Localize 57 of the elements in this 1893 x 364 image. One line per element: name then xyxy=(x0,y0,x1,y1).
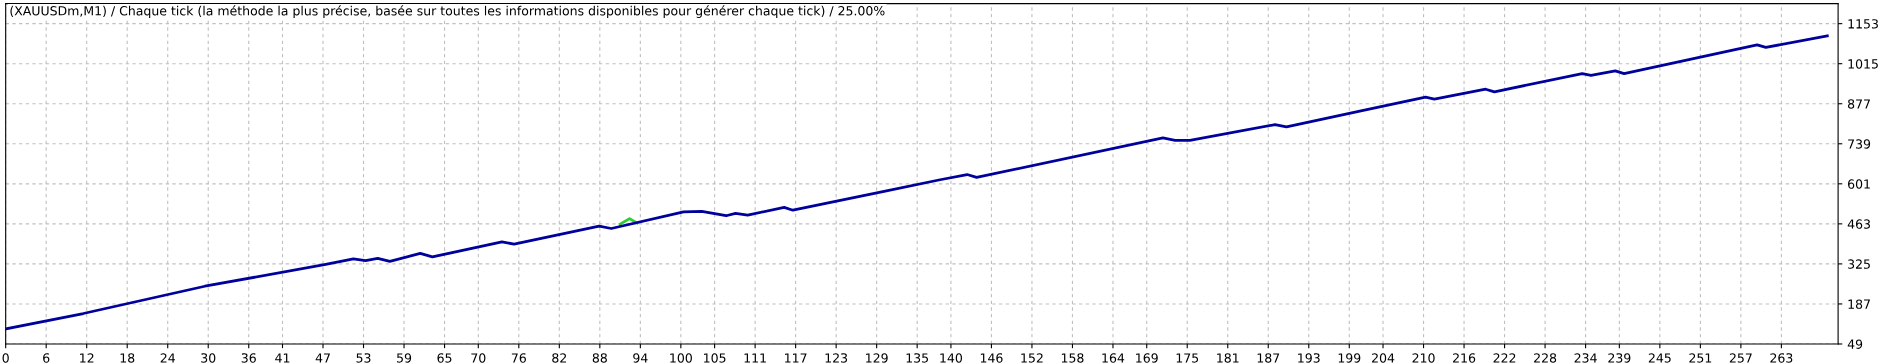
x-tick-label: 245 xyxy=(1648,353,1671,363)
x-tick-label: 30 xyxy=(201,353,216,363)
x-tick-label: 263 xyxy=(1770,353,1793,363)
x-tick-label: 210 xyxy=(1412,353,1435,363)
x-tick-label: 257 xyxy=(1729,353,1752,363)
y-tick-label: 877 xyxy=(1847,99,1870,109)
x-tick-label: 187 xyxy=(1257,353,1280,363)
x-tick-label: 76 xyxy=(511,353,526,363)
x-tick-label: 111 xyxy=(744,353,766,363)
x-tick-label: 135 xyxy=(906,353,928,363)
x-tick-label: 100 xyxy=(670,353,692,363)
x-tick-label: 199 xyxy=(1338,353,1361,363)
y-tick-label: 463 xyxy=(1847,219,1870,229)
x-tick-label: 146 xyxy=(980,353,1003,363)
x-tick-label: 12 xyxy=(80,353,94,363)
x-tick-label: 88 xyxy=(592,353,607,363)
x-tick-label: 251 xyxy=(1689,353,1712,363)
x-tick-label: 0 xyxy=(2,353,9,363)
y-tick-label: 325 xyxy=(1848,259,1870,269)
x-tick-label: 234 xyxy=(1574,353,1597,363)
x-tick-label: 65 xyxy=(437,353,452,363)
x-tick-label: 216 xyxy=(1453,353,1476,363)
x-tick-label: 152 xyxy=(1021,353,1043,363)
x-tick-label: 228 xyxy=(1534,353,1557,363)
x-tick-label: 47 xyxy=(315,353,330,363)
x-tick-label: 239 xyxy=(1608,353,1631,363)
x-tick-label: 175 xyxy=(1176,353,1199,363)
x-tick-label: 59 xyxy=(397,353,412,363)
x-tick-label: 18 xyxy=(120,353,135,363)
x-tick-label: 169 xyxy=(1136,353,1158,363)
y-tick-label: 187 xyxy=(1848,299,1870,309)
x-tick-label: 70 xyxy=(471,353,486,363)
x-tick-label: 36 xyxy=(241,353,256,363)
y-tick-label: 601 xyxy=(1848,179,1870,189)
y-tick-label: 739 xyxy=(1848,139,1871,149)
y-tick-label: 49 xyxy=(1847,339,1863,349)
x-tick-label: 193 xyxy=(1298,353,1320,363)
y-tick-label: 1015 xyxy=(1848,59,1878,69)
x-tick-label: 181 xyxy=(1217,353,1239,363)
chart-title: (XAUUSDm,M1) / Chaque tick (la méthode la plus précise, basée sur toutes les informations disponibles pour générer chaque tick) / 25.00% xyxy=(10,5,885,18)
x-tick-label: 53 xyxy=(356,353,371,363)
x-tick-label: 123 xyxy=(825,353,848,363)
x-tick-label: 204 xyxy=(1372,353,1395,363)
y-tick-label: 1153 xyxy=(1848,19,1878,29)
x-tick-label: 94 xyxy=(633,353,648,363)
x-tick-label: 158 xyxy=(1061,353,1084,363)
x-tick-label: 222 xyxy=(1493,353,1516,363)
x-tick-label: 41 xyxy=(275,353,290,363)
x-tick-label: 140 xyxy=(940,353,963,363)
x-tick-label: 164 xyxy=(1102,353,1125,363)
x-tick-label: 117 xyxy=(785,353,807,363)
x-tick-label: 105 xyxy=(704,353,726,363)
x-tick-label: 82 xyxy=(552,353,567,363)
x-tick-label: 24 xyxy=(160,353,175,363)
line-series xyxy=(5,34,1829,331)
x-tick-label: 6 xyxy=(43,353,50,363)
x-tick-label: 129 xyxy=(866,353,888,363)
